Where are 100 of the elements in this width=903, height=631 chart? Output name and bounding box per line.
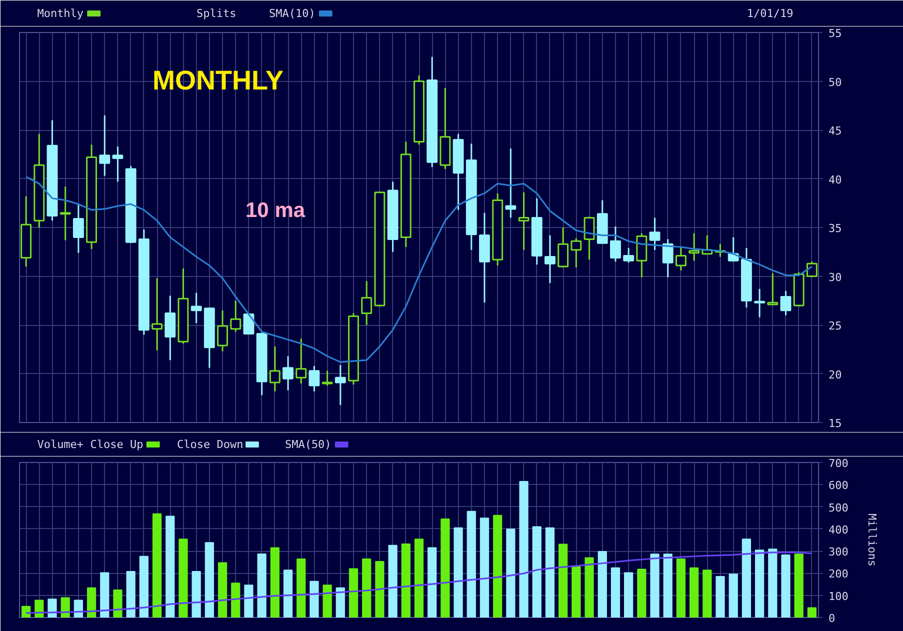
bar	[231, 582, 240, 618]
candlestick	[190, 292, 202, 324]
bar	[60, 597, 70, 618]
bar	[480, 518, 490, 618]
bar	[414, 538, 424, 618]
y-axis-title: Millions	[865, 514, 878, 566]
y-tick-label: 700	[828, 457, 848, 470]
bar	[624, 572, 634, 618]
bar	[572, 566, 581, 618]
y-tick-label: 600	[828, 479, 848, 492]
y-tick-label: 200	[828, 568, 848, 581]
candlestick	[322, 370, 333, 386]
bar	[754, 550, 764, 618]
bar	[794, 554, 804, 618]
bar	[545, 527, 555, 618]
candlestick	[112, 146, 124, 182]
y-tick-label: 0	[828, 612, 836, 625]
candlestick	[60, 186, 71, 241]
candlestick	[610, 226, 621, 262]
bar	[781, 554, 790, 618]
bar	[139, 556, 148, 618]
bar	[152, 513, 162, 618]
bar	[218, 562, 228, 618]
bar	[728, 574, 738, 618]
candlestick	[649, 217, 660, 251]
bar	[519, 481, 528, 618]
y-tick-label: 20	[828, 368, 842, 382]
legend-label: Close Down	[177, 438, 244, 451]
bar	[440, 518, 450, 618]
bar	[401, 543, 410, 618]
y-tick-label: 400	[828, 523, 848, 536]
bar	[283, 570, 293, 618]
text: 1/01/19	[746, 7, 794, 20]
bar	[270, 547, 280, 618]
bar	[192, 570, 201, 618]
bar	[375, 560, 384, 618]
bar	[428, 547, 437, 618]
line-series	[25, 552, 813, 614]
bar	[663, 554, 672, 618]
candlestick	[296, 338, 307, 384]
bar	[21, 606, 31, 618]
bar	[650, 554, 660, 618]
y-tick-label: 300	[828, 546, 848, 559]
bar	[716, 576, 725, 618]
y-tick-label: 30	[828, 270, 842, 284]
candlestick	[676, 246, 686, 272]
bar	[204, 542, 214, 618]
candlestick	[584, 216, 595, 260]
candlestick	[505, 148, 516, 218]
bar	[598, 551, 607, 618]
candlestick	[754, 288, 766, 318]
bar	[493, 514, 502, 618]
candlestick	[230, 300, 242, 333]
candlestick	[623, 247, 634, 264]
candlestick	[518, 192, 530, 251]
bar	[86, 587, 96, 618]
bar	[126, 570, 136, 618]
candlestick	[361, 280, 372, 326]
bar	[466, 510, 476, 618]
bar	[74, 600, 84, 618]
bar	[113, 590, 122, 618]
bar	[100, 572, 110, 618]
bar	[336, 587, 345, 618]
bar	[676, 558, 686, 618]
bar	[702, 570, 712, 618]
candlestick	[99, 114, 110, 177]
candlestick	[780, 290, 792, 316]
legend-title: Volume+	[37, 438, 84, 451]
legend-label: Monthly	[37, 7, 84, 20]
line-series	[25, 176, 813, 363]
bar	[48, 598, 57, 618]
candlestick	[164, 295, 176, 361]
bar	[296, 558, 306, 618]
bar	[584, 557, 594, 618]
bar	[362, 558, 372, 618]
bar	[166, 516, 175, 618]
bar	[558, 544, 568, 618]
candlestick	[688, 232, 700, 262]
candlestick	[334, 364, 346, 406]
bar	[257, 553, 266, 618]
bar	[310, 580, 319, 618]
bar	[506, 528, 516, 618]
bar	[532, 526, 542, 618]
candlestick	[308, 365, 320, 392]
candlestick	[544, 234, 556, 284]
bar	[742, 538, 752, 618]
bar	[34, 600, 44, 618]
candlestick	[767, 272, 778, 306]
candlestick	[662, 238, 674, 278]
bar	[768, 548, 778, 618]
y-tick-label: 25	[828, 320, 842, 332]
bar	[454, 527, 463, 618]
candlestick	[217, 310, 228, 352]
bar	[178, 538, 188, 618]
bar	[322, 584, 332, 618]
legend-label: SMA(10)	[269, 7, 316, 20]
bar	[388, 544, 398, 618]
text: Splits	[196, 7, 236, 20]
y-tick-label: 50	[828, 76, 842, 89]
y-tick-label: 15	[828, 417, 842, 430]
